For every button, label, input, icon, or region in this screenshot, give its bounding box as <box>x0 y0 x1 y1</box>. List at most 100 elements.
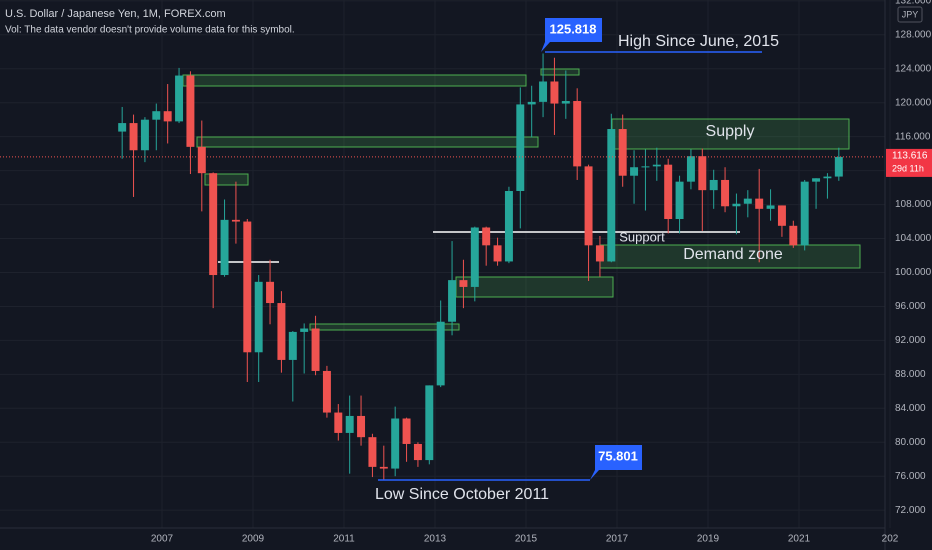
candle-body <box>686 156 695 182</box>
countdown-label: 29d 11h <box>892 163 924 173</box>
currency-box <box>897 6 923 23</box>
zone <box>204 173 249 186</box>
y-tick-label: 128.000 <box>895 29 932 40</box>
y-tick-label: 108.000 <box>895 199 932 210</box>
high-callout <box>541 18 602 52</box>
candle-body <box>755 198 764 209</box>
last-price-box <box>886 148 932 177</box>
candle-body <box>209 173 218 276</box>
candle-body <box>618 129 627 176</box>
candle-body <box>379 466 388 469</box>
candle-body <box>243 221 252 353</box>
supply-text: Supply <box>706 123 755 140</box>
x-tick-label: 2017 <box>606 534 629 545</box>
y-tick-label: 120.000 <box>895 97 932 108</box>
candle-body <box>311 328 320 371</box>
x-tick-label: 2011 <box>333 534 355 545</box>
demand-text: Demand zone <box>683 246 783 263</box>
y-tick-label: 96.000 <box>895 301 926 312</box>
candle-body <box>163 111 172 122</box>
candle-body <box>652 164 661 167</box>
candle-body <box>448 280 457 322</box>
zone <box>309 323 460 331</box>
candle-body <box>266 281 275 304</box>
candle-body <box>482 227 491 246</box>
candle-body <box>288 331 297 360</box>
candle-body <box>391 418 400 469</box>
candles <box>118 53 843 480</box>
low-value: 75.801 <box>598 448 638 463</box>
candle-body <box>129 123 138 151</box>
candle-body <box>573 101 582 167</box>
candle-body <box>220 219 229 276</box>
x-tick-label: 2013 <box>424 534 447 545</box>
zone <box>540 68 580 76</box>
zone <box>196 136 539 148</box>
chart-title: U.S. Dollar / Japanese Yen, 1M, FOREX.co… <box>5 8 226 20</box>
candle-body <box>368 437 377 467</box>
chart-subtitle: Vol: The data vendor doesn't provide vol… <box>5 25 295 36</box>
candle-body <box>766 205 775 209</box>
candle-body <box>231 219 240 222</box>
candle-body <box>357 415 366 438</box>
high-text: High Since June, 2015 <box>618 33 779 50</box>
candle-body <box>413 443 422 461</box>
candle-body <box>561 101 570 104</box>
candle-body <box>641 166 650 168</box>
y-tick-label: 84.000 <box>895 403 926 414</box>
candle-body <box>743 198 752 204</box>
support-text: Support <box>619 229 665 244</box>
candle-body <box>675 181 684 220</box>
last-price-label: 113.616 <box>892 151 928 162</box>
grid <box>0 0 891 528</box>
candle-body <box>470 227 479 287</box>
candle-body <box>550 81 559 104</box>
zone <box>182 74 527 87</box>
high-value: 125.818 <box>550 21 597 36</box>
candle-body <box>721 179 730 207</box>
x-tick-label: 2009 <box>242 534 265 545</box>
candle-body <box>436 321 445 386</box>
candle-body <box>186 75 195 147</box>
candle-body <box>504 190 513 262</box>
candle-body <box>607 129 616 262</box>
low-callout <box>590 445 642 480</box>
candle-body <box>595 245 604 262</box>
candle-body <box>175 75 184 122</box>
candle-body <box>459 280 468 287</box>
y-tick-label: 76.000 <box>895 471 926 482</box>
x-tick-label: 2015 <box>515 534 538 545</box>
candle-body <box>152 111 161 120</box>
candle-body <box>539 81 548 102</box>
y-tick-label: 124.000 <box>895 63 932 74</box>
candle-body <box>300 328 309 332</box>
candle-body <box>254 281 263 353</box>
y-tick-label: 92.000 <box>895 335 926 346</box>
candle-body <box>834 156 843 177</box>
x-tick-label: 2019 <box>697 534 720 545</box>
x-tick-label: 202 <box>882 534 899 545</box>
candle-body <box>789 225 798 246</box>
candle-body <box>698 156 707 191</box>
candle-body <box>732 203 741 207</box>
candle-body <box>425 385 434 461</box>
y-tick-label: 80.000 <box>895 437 926 448</box>
zone <box>455 276 614 298</box>
x-tick-label: 2007 <box>151 534 174 545</box>
candle-body <box>277 303 286 360</box>
annotations: 125.818 High Since June, 2015 75.801 Low… <box>375 18 783 503</box>
candle-body <box>402 418 411 444</box>
candle-body <box>197 146 206 174</box>
y-tick-label: 72.000 <box>895 505 926 516</box>
y-tick-label: 104.000 <box>895 233 932 244</box>
candle-body <box>777 205 786 226</box>
y-tick-label: 100.000 <box>895 267 932 278</box>
y-tick-label: 88.000 <box>895 369 926 380</box>
x-tick-label: 2021 <box>788 534 811 545</box>
candle-body <box>800 181 809 246</box>
candle-body <box>584 166 593 246</box>
candle-body <box>322 370 331 413</box>
